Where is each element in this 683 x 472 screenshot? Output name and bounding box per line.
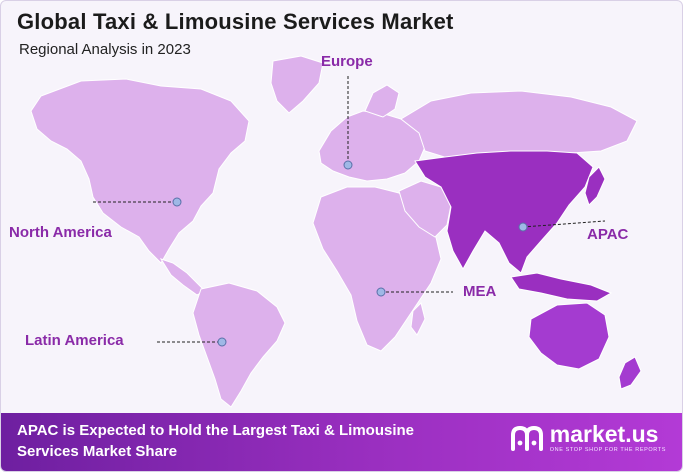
region-label-north-america: North America bbox=[9, 224, 112, 241]
apac-marker bbox=[518, 222, 528, 232]
africa-landmass bbox=[312, 186, 442, 352]
north-america-landmass bbox=[30, 78, 250, 264]
madagascar-landmass bbox=[410, 302, 426, 336]
north-america-marker bbox=[172, 197, 182, 207]
logo-text-block: market.us ONE STOP SHOP FOR THE REPORTS bbox=[549, 421, 666, 454]
region-label-europe: Europe bbox=[321, 53, 373, 70]
scandinavia-landmass bbox=[364, 84, 400, 118]
mea-marker bbox=[376, 287, 386, 297]
footer-banner: APAC is Expected to Hold the Largest Tax… bbox=[1, 413, 682, 471]
japan-landmass bbox=[584, 166, 606, 206]
page-subtitle: Regional Analysis in 2023 bbox=[19, 41, 191, 58]
latin-america-marker bbox=[217, 337, 227, 347]
southeast-asia-islands bbox=[510, 272, 613, 302]
logo-text: market.us bbox=[549, 421, 659, 447]
logo-tagline: ONE STOP SHOP FOR THE REPORTS bbox=[549, 447, 666, 453]
new-zealand-landmass bbox=[618, 356, 642, 390]
greenland-landmass bbox=[270, 55, 324, 114]
region-label-mea: MEA bbox=[463, 283, 497, 300]
russia-landmass bbox=[400, 90, 638, 160]
region-label-apac: APAC bbox=[587, 226, 629, 243]
asia-highlight-landmass bbox=[414, 150, 594, 274]
world-map bbox=[30, 55, 642, 408]
central-america-landmass bbox=[159, 258, 206, 296]
europe-marker bbox=[343, 160, 353, 170]
region-label-latin-america: Latin America bbox=[25, 332, 124, 349]
page-title: Global Taxi & Limousine Services Market bbox=[17, 9, 454, 34]
market-us-logo-icon bbox=[510, 425, 543, 451]
australia-landmass bbox=[528, 302, 610, 370]
market-us-logo: market.us ONE STOP SHOP FOR THE REPORTS bbox=[510, 423, 666, 453]
apac-leader-line bbox=[522, 220, 606, 228]
south-america-landmass bbox=[192, 282, 286, 408]
footer-headline: APAC is Expected to Hold the Largest Tax… bbox=[17, 422, 415, 460]
middle-east-landmass bbox=[398, 180, 452, 238]
